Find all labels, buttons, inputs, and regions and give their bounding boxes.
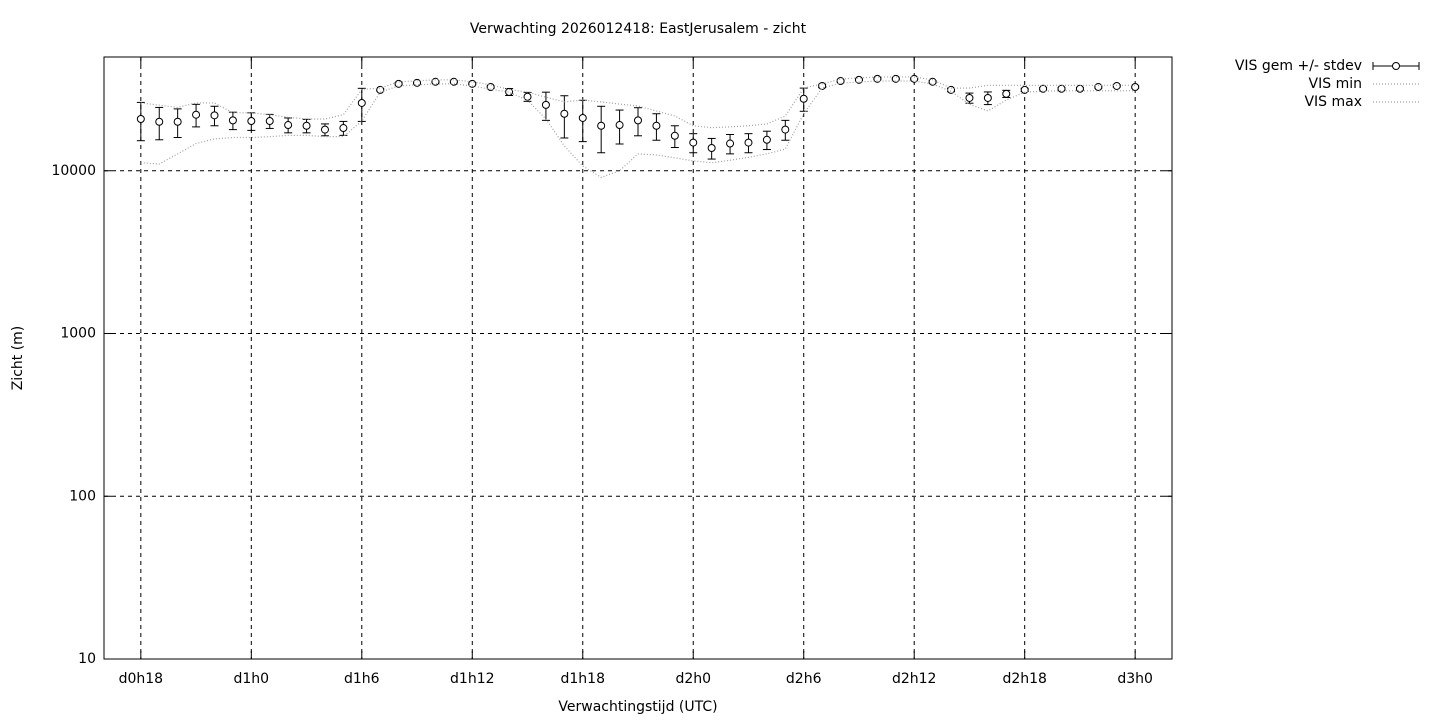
point [597,121,606,130]
point [744,138,753,147]
point [781,125,790,134]
x-tick-label: d2h12 [892,671,936,687]
x-tick-label: d3h0 [1117,671,1153,687]
point [1039,84,1048,93]
point [965,93,974,102]
point [578,113,587,122]
point [762,135,771,144]
point [689,138,698,147]
point [339,124,348,133]
y-tick-label: 1000 [60,326,96,342]
point [1075,84,1084,93]
legend-label: VIS gem +/- stdev [1235,58,1362,74]
point [155,117,164,126]
point [983,93,992,102]
x-tick-label: d0h18 [119,671,163,687]
x-tick-label: d1h6 [344,671,380,687]
chart-title: Verwachting 2026012418: EastJerusalem - … [470,21,807,37]
point [265,117,274,126]
point [449,77,458,86]
point [560,109,569,118]
point [1131,83,1140,92]
point [541,100,550,109]
point [228,116,237,125]
y-axis-label: Zicht (m) [10,326,26,391]
point [726,139,735,148]
point [523,92,532,101]
point [173,117,182,126]
point [284,121,293,130]
x-tick-label: d2h18 [1002,671,1046,687]
x-tick-label: d2h0 [675,671,711,687]
x-tick-label: d1h12 [450,671,494,687]
point [357,98,366,107]
line [140,76,1136,129]
legend-key [1392,62,1400,70]
y-tick-label: 10 [78,651,96,667]
point [1002,89,1011,98]
x-tick-label: d2h6 [786,671,822,687]
x-tick-label: d1h18 [561,671,605,687]
point [1112,81,1121,90]
point [320,125,329,134]
point [652,121,661,130]
point [634,116,642,125]
point [247,117,256,126]
point [1020,85,1029,94]
point [707,143,716,152]
plot-frame [103,56,1173,660]
point [302,121,311,130]
y-tick-label: 10000 [51,163,96,179]
line [140,80,1136,179]
y-tick-label: 100 [69,488,96,504]
point [799,94,808,103]
point [910,74,919,83]
x-tick-label: d1h0 [234,671,270,687]
point [670,131,679,140]
x-axis-label: Verwachtingstijd (UTC) [558,699,717,715]
legend-label: VIS max [1304,94,1362,110]
legend-label: VIS min [1309,76,1362,92]
point [192,110,201,119]
point [1094,83,1103,92]
point [505,87,514,96]
point [486,83,495,92]
point [615,121,624,130]
point [136,114,145,123]
point [210,111,219,120]
